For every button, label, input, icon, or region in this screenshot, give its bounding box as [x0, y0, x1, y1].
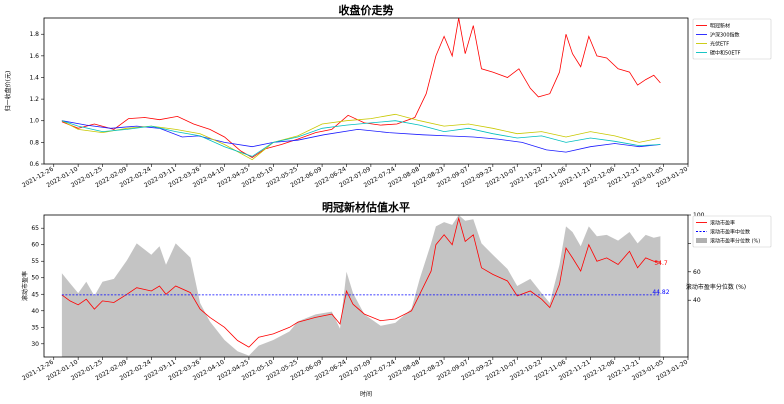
- chart-title: 明冠新材估值水平: [322, 200, 410, 214]
- y-right-tick-label: 60: [693, 269, 701, 276]
- y-tick-label: 1.4: [29, 74, 39, 81]
- line-series-4: [61, 120, 661, 157]
- line-series-1: [61, 18, 661, 158]
- y-tick-label: 40: [31, 308, 39, 315]
- legend-entry: 碳中和50ETF: [710, 50, 741, 57]
- y-tick-label: 0.6: [29, 161, 39, 168]
- chart-title: 收盘价走势: [339, 3, 394, 17]
- legend-box: [692, 18, 772, 60]
- y-right-tick-label: 100: [693, 212, 705, 219]
- legend-swatch: [696, 238, 707, 243]
- y-tick-label: 1.2: [29, 96, 39, 103]
- y-axis-label: 归一收盘价(元): [4, 71, 12, 112]
- line-series-2: [61, 120, 661, 153]
- x-axis-label: 时间: [360, 390, 372, 398]
- legend-box: [692, 215, 772, 248]
- y-tick-label: 30: [31, 341, 39, 348]
- chart-panel-2: 明冠新材估值水平3035404550556065滚动市盈率406080100滚动…: [21, 200, 772, 398]
- legend-entry: 滚动市盈率: [710, 220, 735, 227]
- y-tick-label: 0.8: [29, 139, 39, 146]
- legend-entry: 明冠新材: [710, 23, 730, 30]
- plot-area: [61, 215, 661, 357]
- y-tick-label: 65: [31, 225, 39, 232]
- plot-area: [61, 18, 661, 161]
- y-right-axis-label: 滚动市盈率分位数 (%): [686, 283, 746, 291]
- y-tick-label: 60: [31, 242, 39, 249]
- median-value-label: 44.82: [652, 289, 669, 296]
- y-tick-label: 1.8: [29, 31, 39, 38]
- legend-entry: 沪深300指数: [710, 32, 740, 39]
- y-tick-label: 55: [31, 258, 39, 265]
- y-tick-label: 50: [31, 275, 39, 282]
- y-axis-label: 滚动市盈率: [21, 271, 29, 301]
- y-tick-label: 1.0: [29, 118, 39, 125]
- y-tick-label: 1.6: [29, 53, 39, 60]
- y-right-tick-label: 40: [693, 297, 701, 304]
- axes-frame: [43, 214, 689, 358]
- line-series-1: [61, 216, 661, 348]
- legend-entry: 滚动市盈率中位数: [710, 229, 750, 236]
- chart-panel-1: 收盘价走势0.60.81.01.21.41.61.8归一收盘价(元)2021-1…: [4, 3, 772, 189]
- y-tick-label: 45: [31, 291, 39, 298]
- legend-entry: 滚动市盈率分位数 (%): [710, 238, 760, 245]
- legend-entry: 光伏ETF: [710, 41, 729, 48]
- area-series-3: [61, 215, 661, 357]
- y-tick-label: 35: [31, 324, 39, 331]
- axes-frame: [43, 17, 689, 165]
- last-value-label: 54.7: [654, 260, 668, 267]
